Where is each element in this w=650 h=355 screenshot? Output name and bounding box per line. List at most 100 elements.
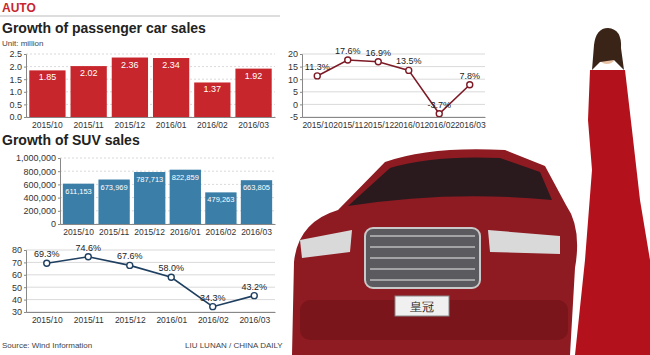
x-tick-label: 2015/10	[63, 227, 94, 237]
figure-dress	[575, 70, 650, 355]
x-tick-label: 2015/11	[333, 120, 363, 130]
y-axis: 0.00.51.01.52.02.5	[9, 49, 26, 122]
tick-mark	[58, 211, 60, 212]
axis-line	[27, 117, 276, 118]
tick-mark	[300, 67, 302, 68]
x-tick: 2016/01	[394, 117, 425, 130]
bar	[205, 192, 236, 224]
x-tick-label: 2016/01	[156, 315, 187, 325]
chart-title: Growth of SUV sales	[2, 132, 140, 148]
y-tick: 80	[12, 245, 26, 255]
x-tick: 2015/10	[32, 312, 63, 325]
axis-line	[58, 159, 61, 225]
y-tick: 600,000	[23, 180, 60, 190]
x-axis: 2015/102015/112015/122016/012016/022016/…	[61, 224, 276, 237]
tick-mark	[24, 300, 26, 301]
data-label: 663,805	[243, 183, 270, 192]
figure-hair	[592, 28, 624, 70]
data-label: 2.34	[162, 60, 180, 70]
y-tick: 10	[288, 75, 302, 85]
bar	[235, 69, 271, 117]
y-tick-label: 1.0	[9, 87, 22, 97]
car-grille-bar	[370, 257, 475, 259]
x-tick: 2015/12	[115, 312, 146, 325]
data-label: 7.8%	[459, 71, 480, 81]
y-tick: 60	[12, 270, 26, 280]
x-tick: 2015/11	[74, 117, 104, 130]
x-tick-label: 2015/11	[74, 315, 104, 325]
y-tick-label: 20	[288, 49, 298, 59]
y-tick-label: 15	[288, 62, 298, 72]
y-tick-label: 400,000	[23, 193, 56, 203]
photo: 皇冠	[292, 28, 650, 355]
y-tick-label: 0	[51, 219, 56, 229]
data-label: 69.3%	[34, 249, 60, 259]
y-tick-label: 2.5	[9, 49, 22, 59]
data-label: 479,263	[207, 195, 234, 204]
y-tick-label: 60	[12, 270, 22, 280]
y-tick-label: 40	[12, 295, 22, 305]
tick-mark	[24, 262, 26, 263]
data-label: 43.2%	[241, 282, 267, 292]
x-tick: 2016/03	[238, 117, 269, 130]
tick-mark	[24, 79, 26, 80]
y-tick-label: 800,000	[23, 167, 56, 177]
tick-mark	[300, 104, 302, 105]
grid-line	[26, 274, 275, 275]
x-tick: 2016/03	[241, 224, 272, 237]
data-labels: 69.3%74.6%67.6%58.0%34.3%43.2%	[34, 243, 267, 303]
data-label: 611,153	[65, 187, 92, 196]
y-tick-label: 200,000	[23, 206, 56, 216]
grid	[60, 158, 275, 224]
x-tick: 2016/01	[170, 224, 201, 237]
x-tick: 2015/10	[32, 117, 63, 130]
y-tick-label: 1,000,000	[16, 153, 56, 163]
y-tick: -5	[290, 112, 302, 122]
y-tick: 2.0	[9, 62, 26, 72]
bar	[153, 58, 189, 117]
y-tick: 0	[293, 100, 302, 110]
x-tick-label: 2015/11	[74, 120, 104, 130]
y-tick: 400,000	[23, 193, 60, 203]
data-label: 34.3%	[200, 293, 226, 303]
y-tick: 1,000,000	[16, 153, 60, 163]
y-tick-label: 1.5	[9, 75, 22, 85]
axis-line	[300, 55, 303, 118]
data-label: 11.3%	[305, 62, 330, 72]
bar	[170, 170, 201, 224]
y-tick: 70	[12, 258, 26, 268]
x-tick-label: 2016/01	[156, 120, 187, 130]
y-axis: -505101520	[288, 49, 303, 122]
x-axis: 2015/10 2015/11 2015/12 2016/01 2016/02 2016/…	[27, 117, 276, 130]
bar	[71, 66, 107, 117]
point	[345, 57, 351, 63]
x-tick: 2015/10	[63, 224, 94, 237]
grid	[26, 54, 275, 117]
x-tick-label: 2016/03	[239, 315, 270, 325]
x-tick: 2015/11	[99, 224, 129, 237]
source: Source: Wind Information	[2, 341, 92, 350]
license-plate	[395, 296, 449, 316]
x-tick-label: 2016/02	[197, 120, 228, 130]
axis-line	[24, 55, 27, 118]
point	[251, 293, 257, 299]
data-label: 673,969	[101, 183, 128, 192]
point	[314, 73, 320, 79]
y-tick-label: 50	[12, 283, 22, 293]
x-tick: 2015/12	[134, 224, 165, 237]
x-tick-label: 2015/12	[115, 120, 146, 130]
grid-line	[26, 54, 275, 55]
y-tick-label: 0.0	[9, 112, 22, 122]
x-tick-label: 2015/12	[363, 120, 394, 130]
y-tick-label: 80	[12, 245, 22, 255]
y-tick: 2.5	[9, 49, 26, 59]
data-label: 2.02	[80, 68, 98, 78]
data-label: 822,859	[172, 173, 199, 182]
tick-mark	[300, 117, 302, 118]
car-headlight-right	[488, 230, 560, 254]
x-tick-label: 2016/03	[238, 120, 269, 130]
y-axis: 304050607080	[12, 245, 27, 317]
chart-bar: Growth of SUV sales 0 200,000 400,000 600,00…	[2, 132, 276, 237]
data-label: 1.85	[39, 72, 57, 82]
car-grille-bar	[370, 235, 475, 237]
